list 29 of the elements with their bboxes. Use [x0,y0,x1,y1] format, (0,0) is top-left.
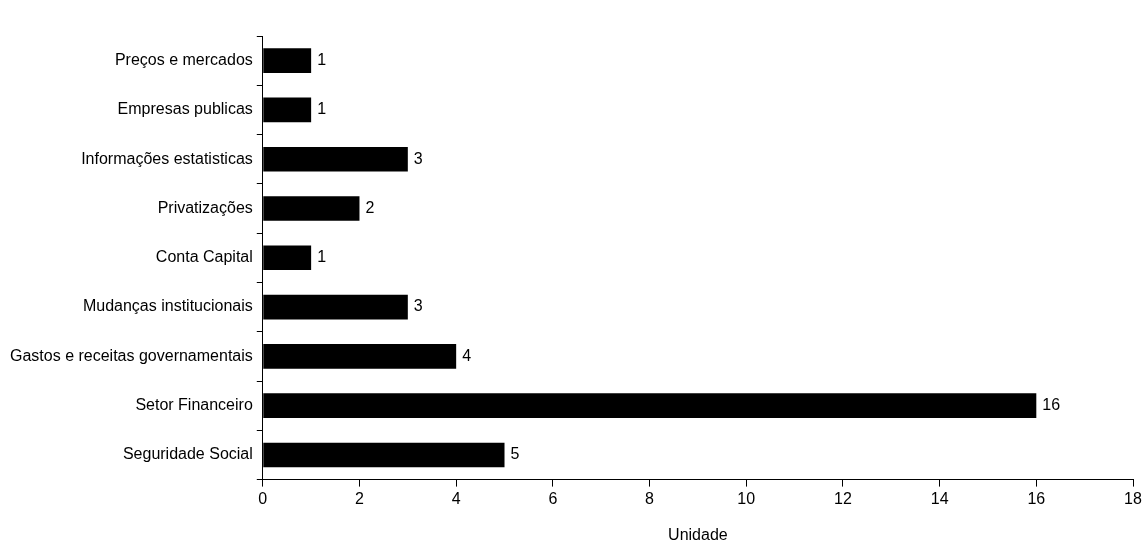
y-tick-label: Mudanças institucionais [82,297,253,315]
x-tick-label: 2 [355,489,365,507]
x-tick-label: 8 [645,489,655,507]
data-label: 1 [317,248,327,266]
data-label: 16 [1042,396,1061,414]
data-label: 3 [413,149,423,167]
x-tick-label: 12 [834,489,852,507]
data-label: 5 [510,445,520,463]
data-label: 2 [365,198,375,216]
x-tick-label: 6 [548,489,558,507]
y-tick-label: Seguridade Social [122,445,253,463]
x-axis-title: Unidade [668,525,728,543]
y-tick-label: Privatizações [157,198,253,216]
data-label: 1 [317,100,327,118]
x-tick-label: 10 [737,489,756,507]
x-tick-label: 14 [930,489,949,507]
y-tick-label: Setor Financeiro [135,396,253,414]
data-label: 4 [462,346,472,364]
x-tick-label: 4 [451,489,461,507]
y-tick-label: Conta Capital [155,248,253,266]
x-tick-label: 18 [1124,489,1142,507]
x-tick-label: 0 [258,489,268,507]
y-tick-label: Preços e mercados [114,51,253,69]
data-label: 1 [317,51,327,69]
x-tick-label: 16 [1027,489,1046,507]
y-tick-label: Empresas publicas [117,100,253,118]
data-label: 3 [413,297,423,315]
y-tick-label: Informações estatisticas [81,149,253,167]
y-tick-label: Gastos e receitas governamentais [9,346,253,364]
